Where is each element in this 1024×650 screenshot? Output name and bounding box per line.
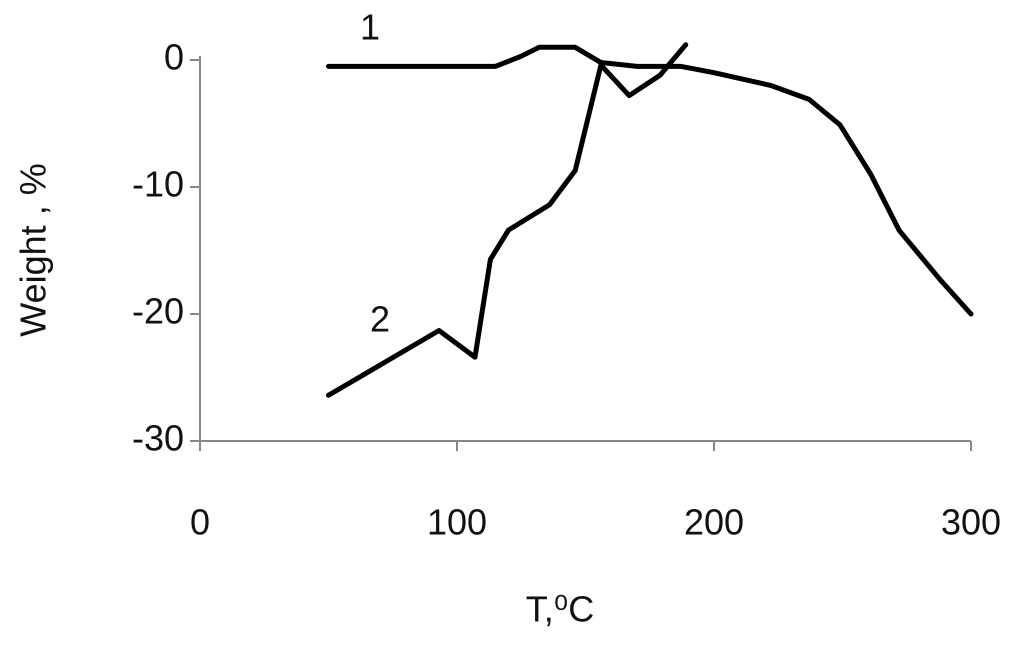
x-tick-label: 0 [190, 502, 210, 543]
y-tick-label: -20 [132, 291, 184, 332]
x-tick-label: 300 [941, 502, 1001, 543]
x-tick-label: 100 [427, 502, 487, 543]
y-tick-label: -30 [132, 418, 184, 459]
x-tick-label: 200 [684, 502, 744, 543]
x-axis-label: T,⁰C [526, 589, 594, 630]
curve-label: 1 [360, 7, 380, 48]
y-axis-label: Weight , % [13, 163, 54, 336]
data-line [326, 44, 974, 317]
y-tick-label: -10 [132, 164, 184, 205]
curve-label: 2 [370, 299, 390, 340]
y-tick-label: 0 [164, 37, 184, 78]
data-line [326, 42, 689, 398]
